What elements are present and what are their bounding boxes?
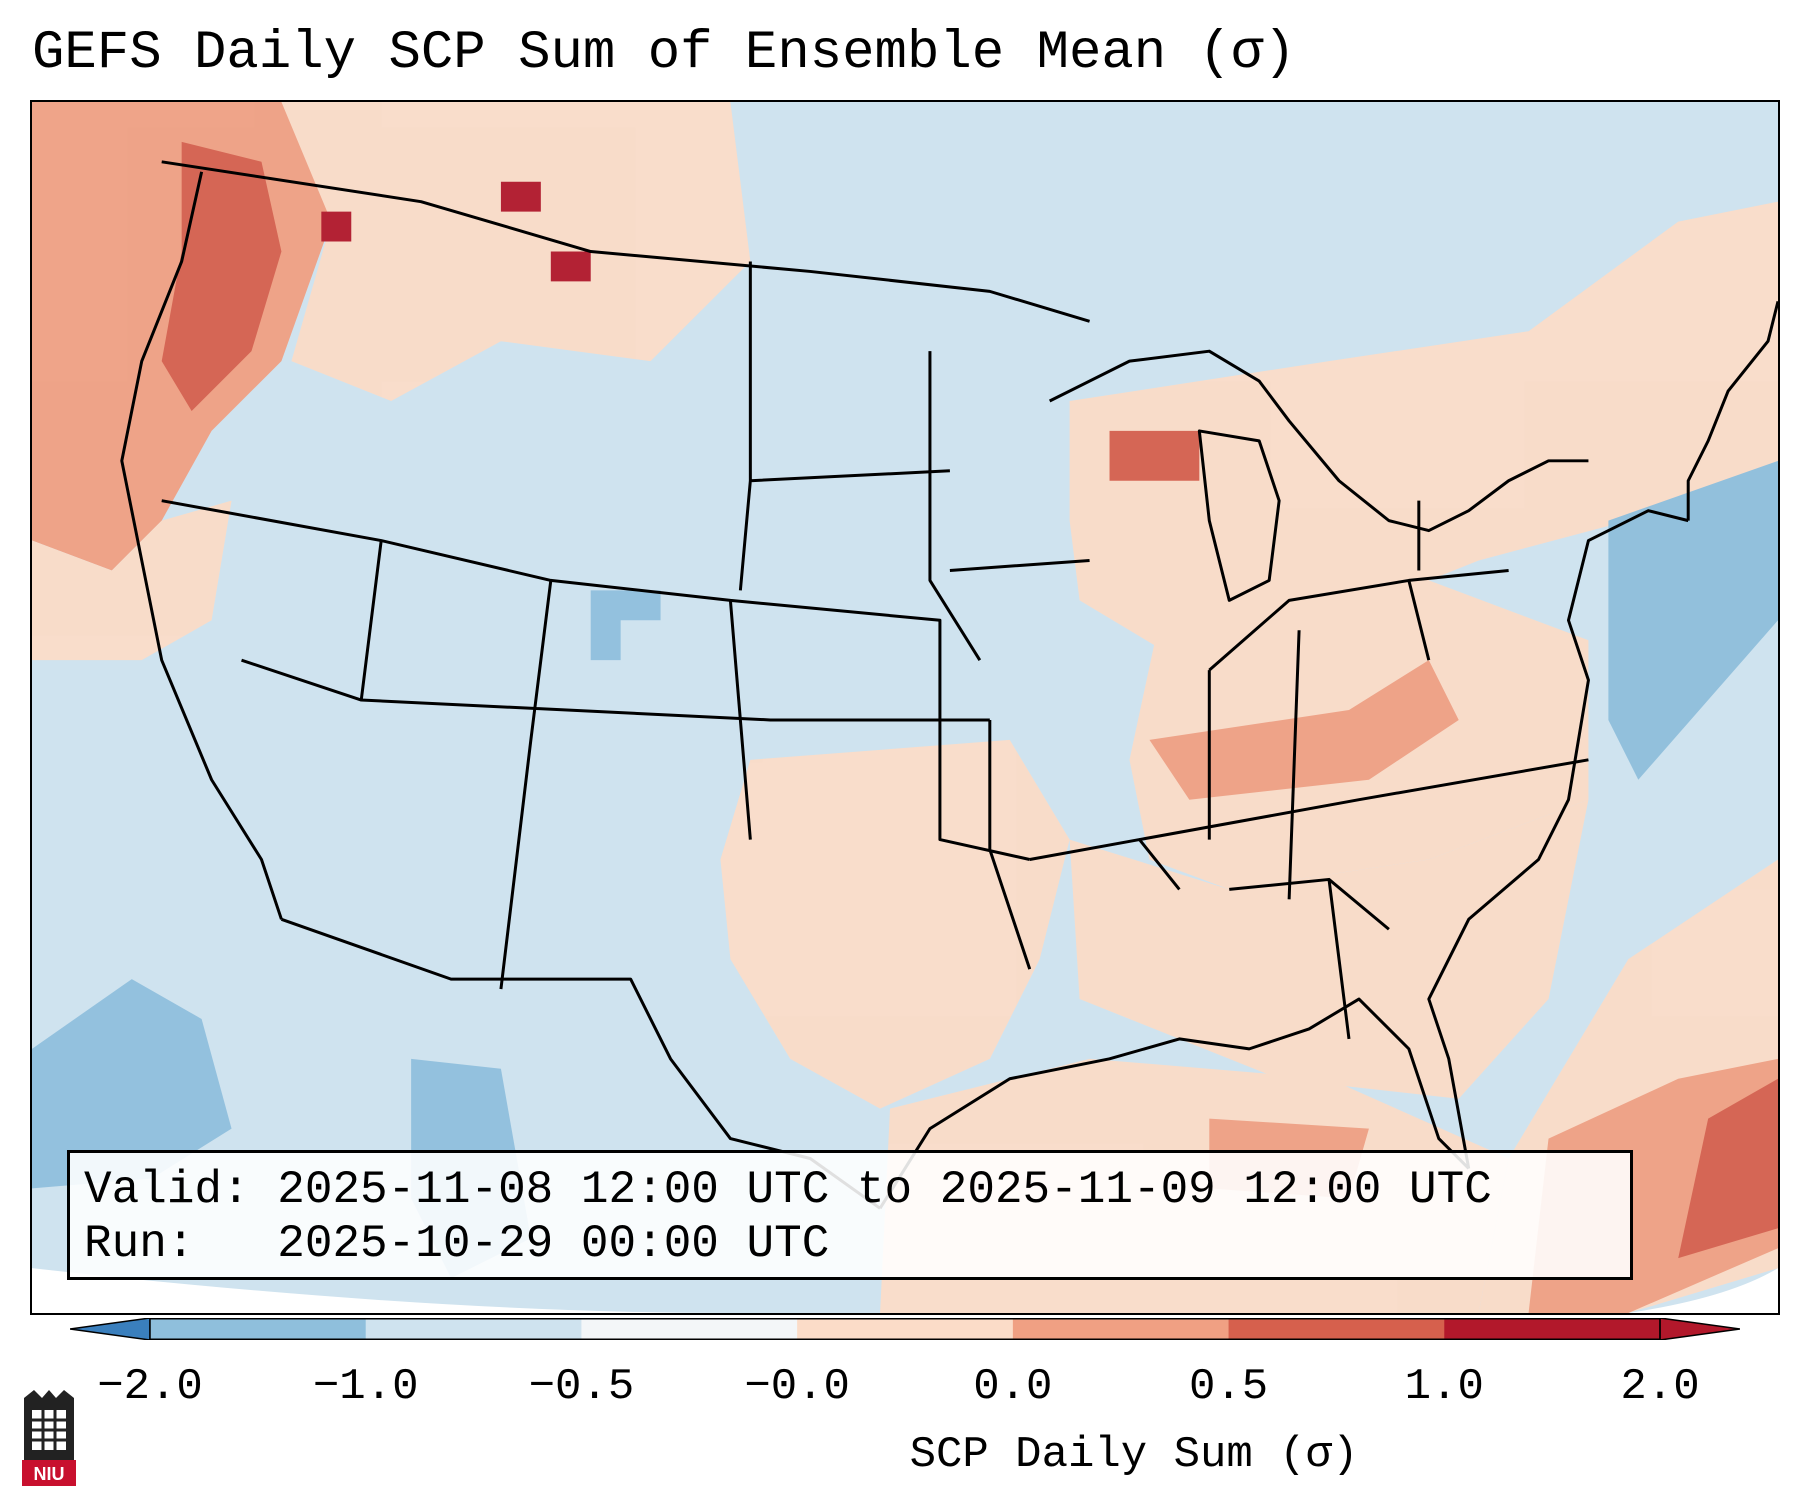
colorbar-extend-high — [1659, 1318, 1740, 1340]
projection-edge-right — [1628, 1268, 1778, 1313]
state-lines-west — [161, 499, 1031, 990]
pacific-coast-light — [32, 500, 232, 661]
southern-plains-anomaly — [720, 739, 1070, 1109]
colorbar-outline — [149, 1318, 1661, 1340]
ohio-tennessee-core — [1149, 660, 1459, 800]
us-canada-border — [161, 160, 1091, 323]
map-title: GEFS Daily SCP Sum of Ensemble Mean (σ) — [32, 23, 1296, 84]
great-lakes-outline — [1048, 349, 1589, 533]
michigan-core — [1109, 430, 1200, 481]
west-coast — [120, 171, 283, 920]
valid-time-text: Valid: 2025-11-08 12:00 UTC to 2025-11-0… — [84, 1164, 1492, 1216]
colorbar-tick-label: 2.0 — [1620, 1362, 1700, 1412]
colorbar-extend-low — [70, 1318, 151, 1340]
map-frame — [30, 100, 1780, 1315]
state-lines-east — [1139, 500, 1589, 1040]
northern-rockies-spots — [321, 181, 591, 282]
colorbar-segment — [1228, 1318, 1445, 1340]
eastern-pacific-anomaly — [32, 979, 232, 1189]
niu-logo-text: NIU — [34, 1464, 65, 1484]
atlantic-negative — [1608, 460, 1778, 780]
colorbar-tick-label: 1.0 — [1404, 1362, 1484, 1412]
colorado-negative — [590, 590, 661, 661]
niu-logo-icon: NIU — [22, 1390, 76, 1486]
southeast-anomaly — [1069, 799, 1589, 1099]
colorbar-segments — [150, 1318, 1661, 1340]
colorbar-segment — [150, 1318, 367, 1340]
projection-edge-left — [32, 1268, 731, 1313]
colorbar-tick-label: −1.0 — [312, 1362, 419, 1412]
colorbar-segment — [581, 1318, 798, 1340]
colorbar-segment — [1444, 1318, 1661, 1340]
great-lakes-anomaly — [1069, 201, 1778, 661]
colorbar-tick-label: 0.5 — [1188, 1362, 1269, 1412]
colorbar-tick-label: −0.0 — [744, 1362, 850, 1412]
colorbar-label: SCP Daily Sum (σ) — [909, 1430, 1359, 1480]
colorbar-tick-label: −2.0 — [97, 1362, 203, 1412]
pacific-northwest-core — [161, 141, 282, 411]
northern-rockies-anomaly — [281, 102, 751, 402]
new-england-coast — [1686, 300, 1778, 521]
atlantic-core — [1678, 1078, 1778, 1259]
colorbar-segment — [365, 1318, 582, 1340]
anomaly-shading — [32, 102, 1778, 1313]
lake-michigan — [1197, 429, 1281, 602]
run-time-text: Run: 2025-10-29 00:00 UTC — [84, 1218, 830, 1270]
scp-anomaly-map — [32, 102, 1778, 1313]
colorbar — [70, 1318, 1740, 1340]
colorbar-segment — [1012, 1318, 1230, 1340]
colorbar-tick-label: −0.5 — [528, 1362, 635, 1412]
validity-info-box: Valid: 2025-11-08 12:00 UTC to 2025-11-0… — [67, 1150, 1633, 1280]
east-coast — [1427, 509, 1689, 1169]
gulf-coast — [878, 997, 1470, 1210]
state-lines-central — [738, 261, 1181, 970]
colorbar-segment — [797, 1318, 1014, 1340]
borders — [120, 160, 1778, 1210]
colorbar-tick-label: 0.0 — [973, 1362, 1053, 1412]
